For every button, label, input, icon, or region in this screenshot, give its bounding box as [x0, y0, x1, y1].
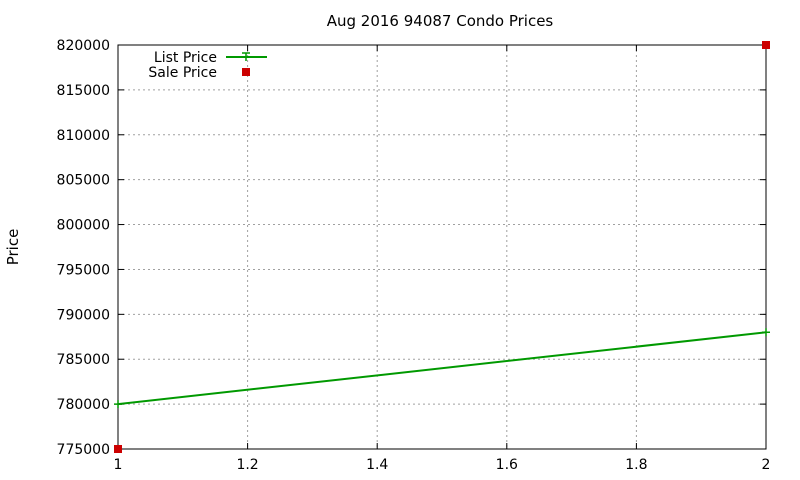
y-axis-label: Price: [4, 229, 22, 266]
y-tick-label: 775000: [57, 442, 110, 458]
legend-label-list-price: List Price: [154, 50, 217, 66]
legend-swatch-sale-price: [242, 68, 250, 76]
plot-frame: [117, 44, 767, 450]
y-tick-label: 815000: [57, 83, 110, 99]
grid: [118, 45, 766, 449]
y-tick-label: 780000: [57, 397, 110, 413]
list-price-point: [114, 400, 122, 409]
legend-marker-list-price: [242, 52, 250, 61]
sale-price-point: [762, 41, 770, 49]
y-tick-label: 820000: [57, 38, 110, 54]
data-series: [114, 41, 770, 453]
y-tick-label: 795000: [57, 262, 110, 278]
x-tick-label: 1.4: [366, 457, 388, 473]
x-tick-label: 1.8: [625, 457, 647, 473]
x-tick-label: 2: [762, 457, 771, 473]
y-tick-label: 810000: [57, 128, 110, 144]
legend-label-sale-price: Sale Price: [148, 65, 217, 81]
sale-price-point: [114, 445, 122, 453]
y-tick-label: 790000: [57, 307, 110, 323]
y-tick-label: 800000: [57, 218, 110, 234]
x-tick-label: 1.2: [236, 457, 258, 473]
x-tick-label: 1: [114, 457, 123, 473]
axis-ticks: 775000 780000 785000 790000 795000 800000 8050…: [57, 38, 771, 473]
chart-title: Aug 2016 94087 Condo Prices: [327, 12, 554, 30]
list-price-point: [762, 328, 770, 337]
x-tick-label: 1.6: [496, 457, 518, 473]
list-price-line: [117, 331, 767, 406]
y-tick-label: 785000: [57, 352, 110, 368]
y-tick-label: 805000: [57, 173, 110, 189]
